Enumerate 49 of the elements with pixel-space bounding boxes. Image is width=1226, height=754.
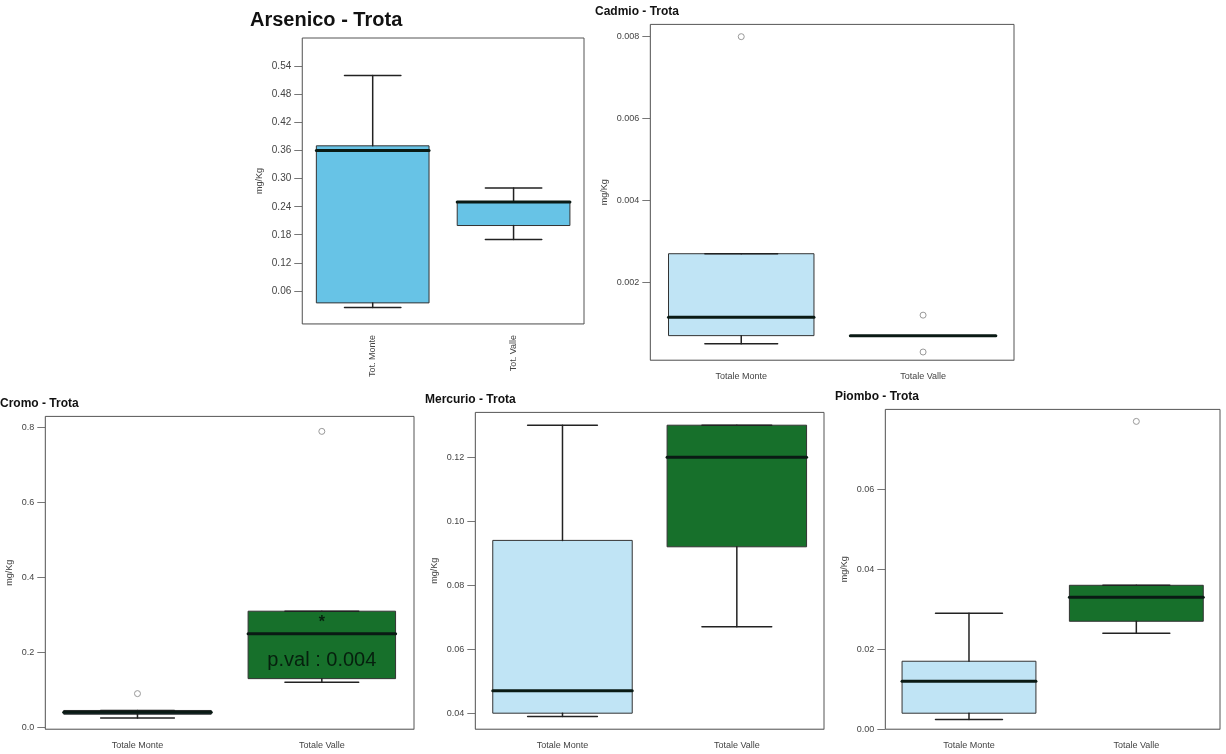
y-tick-label: 0.00 [856, 723, 875, 734]
y-tick-label: 0.30 [271, 172, 292, 184]
x-tick-label: Totale Valle [298, 740, 345, 751]
y-tick-label: 0.54 [271, 59, 292, 71]
annotation: p.val : 0.004 [267, 647, 377, 670]
y-tick-label: 0.6 [21, 497, 35, 508]
y-tick-label: 0.10 [446, 515, 465, 526]
x-tick-label: Totale Valle [1113, 740, 1160, 751]
x-tick-label: Tot. Valle [508, 334, 519, 372]
chart-title: Cromo - Trota [0, 395, 79, 410]
x-tick-label: Tot. Monte [367, 334, 378, 378]
y-tick-label: 0.2 [21, 646, 35, 657]
y-tick-label: 0.006 [616, 113, 640, 124]
y-tick-label: 0.18 [271, 228, 292, 240]
y-tick-label: 0.24 [271, 200, 292, 212]
x-tick-label: Totale Monte [715, 371, 768, 382]
y-tick-label: 0.06 [856, 483, 875, 494]
y-tick-label: 0.04 [446, 707, 465, 718]
y-tick-label: 0.12 [446, 451, 465, 462]
chart-title: Piombo - Trota [835, 388, 920, 403]
y-tick-label: 0.06 [446, 643, 465, 654]
y-tick-label: 0.08 [446, 579, 465, 590]
x-tick-label: Totale Monte [111, 740, 164, 751]
y-axis-title: mg/Kg [253, 167, 264, 194]
x-tick-label: Totale Valle [900, 371, 947, 382]
y-tick-label: 0.004 [616, 194, 640, 205]
y-tick-label: 0.0 [21, 721, 35, 732]
y-tick-label: 0.002 [616, 276, 640, 287]
y-axis-title: mg/Kg [598, 179, 609, 206]
annotation: * [318, 613, 326, 631]
chart-title: Arsenico - Trota [250, 7, 404, 30]
y-tick-label: 0.04 [856, 563, 875, 574]
x-tick-label: Totale Monte [536, 740, 589, 751]
y-tick-label: 0.12 [271, 256, 292, 268]
y-tick-label: 0.36 [271, 144, 292, 156]
y-tick-label: 0.48 [271, 88, 292, 100]
y-tick-label: 0.8 [21, 422, 35, 433]
y-tick-label: 0.4 [21, 571, 35, 582]
chart-title: Mercurio - Trota [425, 391, 517, 406]
y-axis-title: mg/Kg [838, 556, 849, 583]
y-tick-label: 0.008 [616, 31, 640, 42]
y-tick-label: 0.06 [271, 284, 292, 296]
chart-title: Cadmio - Trota [595, 3, 680, 18]
y-tick-label: 0.02 [856, 643, 875, 654]
y-axis-title: mg/Kg [428, 557, 439, 584]
x-tick-label: Totale Valle [713, 740, 760, 751]
y-tick-label: 0.42 [271, 116, 292, 128]
y-axis-title: mg/Kg [3, 559, 14, 586]
x-tick-label: Totale Monte [943, 740, 995, 751]
